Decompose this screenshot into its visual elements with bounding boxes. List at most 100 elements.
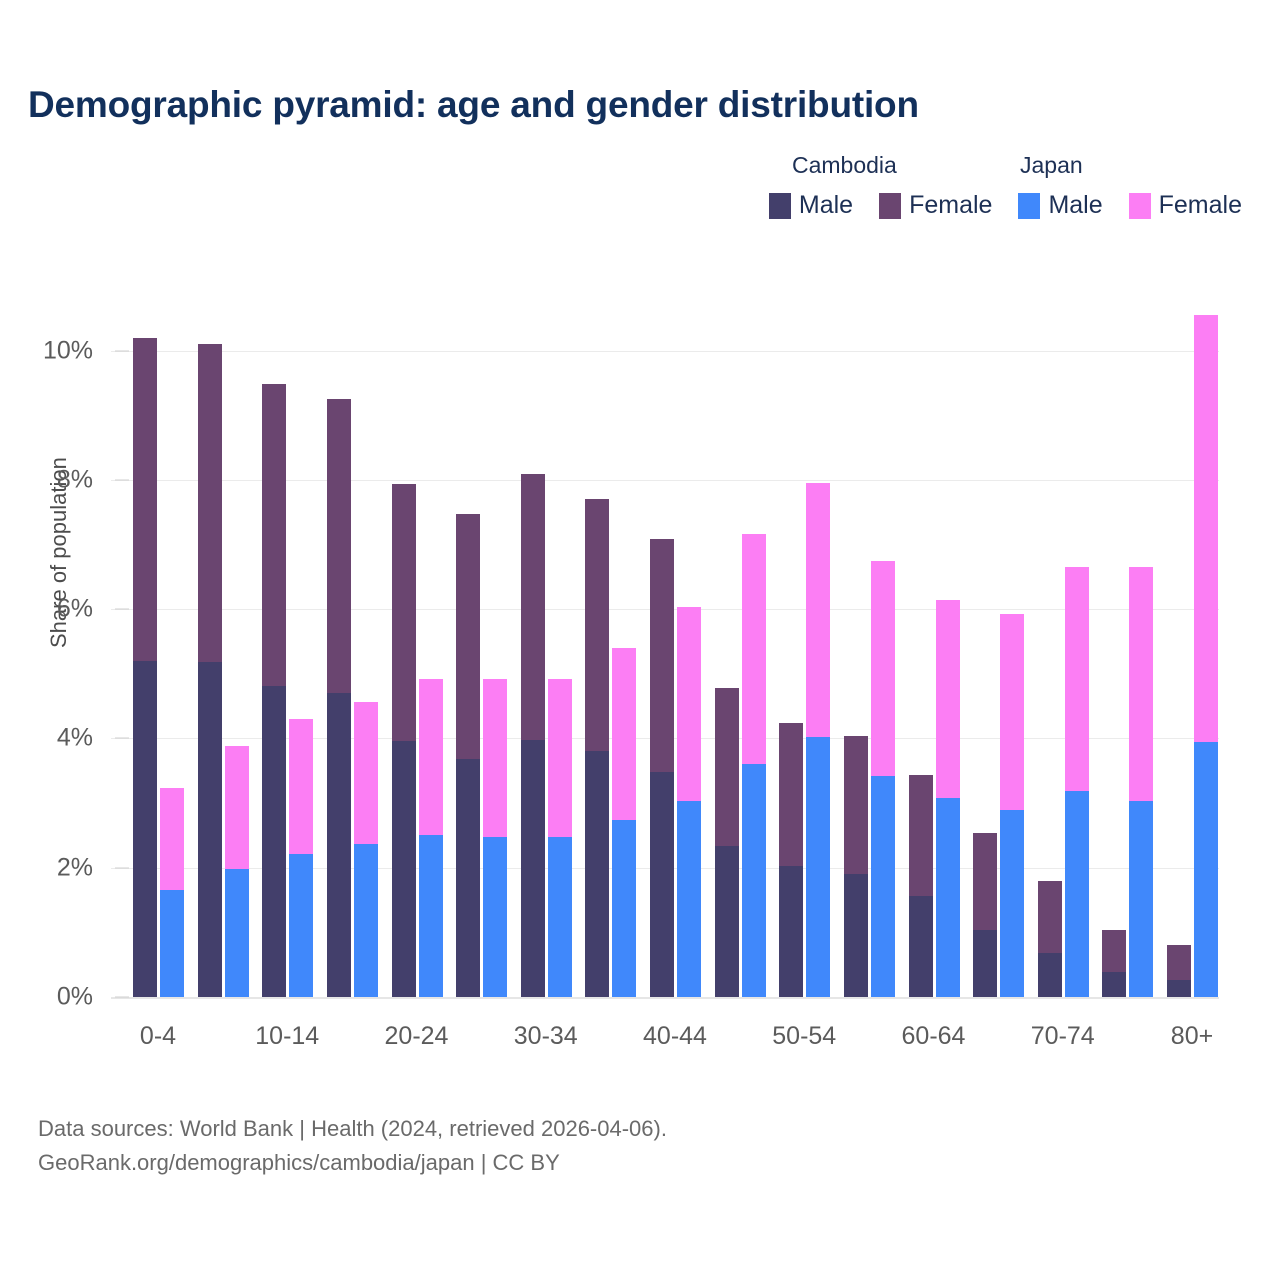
bar-japan-0-4[interactable] <box>160 787 184 997</box>
bar-cambodia-30-34[interactable] <box>520 473 545 997</box>
segment-japan-male-25-29[interactable] <box>483 836 508 997</box>
bar-japan-80+[interactable] <box>1194 314 1218 997</box>
segment-cambodia-male-30-34[interactable] <box>520 739 545 997</box>
segment-japan-female-65-69[interactable] <box>1000 614 1025 810</box>
segment-japan-female-10-14[interactable] <box>289 719 314 854</box>
bar-cambodia-20-24[interactable] <box>391 483 416 997</box>
segment-cambodia-female-75-79[interactable] <box>1102 929 1127 973</box>
segment-cambodia-male-40-44[interactable] <box>650 772 674 997</box>
segment-japan-male-10-14[interactable] <box>289 853 314 997</box>
segment-japan-female-45-49[interactable] <box>741 534 766 765</box>
bar-japan-60-64[interactable] <box>935 600 960 997</box>
segment-cambodia-male-45-49[interactable] <box>714 845 739 997</box>
segment-japan-female-50-54[interactable] <box>806 482 831 738</box>
segment-japan-male-5-9[interactable] <box>224 869 249 997</box>
segment-japan-female-40-44[interactable] <box>677 606 701 801</box>
segment-cambodia-female-25-29[interactable] <box>456 513 481 760</box>
segment-japan-male-45-49[interactable] <box>741 764 766 997</box>
bar-japan-50-54[interactable] <box>806 482 831 997</box>
bar-cambodia-25-29[interactable] <box>456 513 481 997</box>
bar-cambodia-80+[interactable] <box>1167 945 1191 997</box>
segment-japan-female-70-74[interactable] <box>1064 566 1089 792</box>
segment-cambodia-male-5-9[interactable] <box>197 662 222 997</box>
segment-cambodia-female-40-44[interactable] <box>650 539 674 773</box>
segment-japan-female-25-29[interactable] <box>483 679 508 837</box>
bar-cambodia-5-9[interactable] <box>197 344 222 997</box>
segment-japan-male-70-74[interactable] <box>1064 791 1089 997</box>
bar-japan-75-79[interactable] <box>1129 566 1154 997</box>
segment-japan-male-15-19[interactable] <box>353 844 378 997</box>
bar-japan-70-74[interactable] <box>1064 566 1089 997</box>
segment-cambodia-female-20-24[interactable] <box>391 483 416 742</box>
bar-japan-20-24[interactable] <box>418 679 443 997</box>
legend-item-cambodia-male[interactable]: Male <box>768 191 853 220</box>
segment-japan-female-30-34[interactable] <box>547 679 572 837</box>
segment-japan-female-55-59[interactable] <box>870 561 895 776</box>
bar-cambodia-0-4[interactable] <box>133 337 157 997</box>
segment-japan-male-40-44[interactable] <box>677 800 701 997</box>
bar-japan-25-29[interactable] <box>483 679 508 997</box>
bar-cambodia-15-19[interactable] <box>326 399 351 997</box>
segment-cambodia-male-75-79[interactable] <box>1102 972 1127 997</box>
bar-cambodia-60-64[interactable] <box>908 774 933 997</box>
segment-japan-female-15-19[interactable] <box>353 702 378 845</box>
bar-cambodia-35-39[interactable] <box>585 499 610 997</box>
segment-japan-female-60-64[interactable] <box>935 600 960 798</box>
legend-item-japan-male[interactable]: Male <box>1018 191 1103 220</box>
bar-japan-40-44[interactable] <box>677 606 701 997</box>
bar-japan-55-59[interactable] <box>870 561 895 997</box>
bar-japan-65-69[interactable] <box>1000 614 1025 997</box>
segment-cambodia-male-35-39[interactable] <box>585 751 610 997</box>
segment-japan-female-80+[interactable] <box>1194 314 1218 743</box>
segment-cambodia-male-20-24[interactable] <box>391 741 416 997</box>
legend-item-cambodia-female[interactable]: Female <box>879 191 992 220</box>
segment-japan-female-0-4[interactable] <box>160 787 184 890</box>
segment-cambodia-female-30-34[interactable] <box>520 473 545 740</box>
segment-cambodia-female-10-14[interactable] <box>262 384 287 686</box>
segment-cambodia-male-65-69[interactable] <box>973 929 998 997</box>
segment-japan-male-0-4[interactable] <box>160 889 184 997</box>
bar-japan-10-14[interactable] <box>289 719 314 997</box>
segment-cambodia-male-0-4[interactable] <box>133 660 157 997</box>
segment-cambodia-female-50-54[interactable] <box>779 722 804 867</box>
segment-japan-male-75-79[interactable] <box>1129 800 1154 997</box>
segment-japan-male-65-69[interactable] <box>1000 809 1025 997</box>
bar-japan-15-19[interactable] <box>353 702 378 997</box>
bar-japan-35-39[interactable] <box>612 648 637 997</box>
segment-japan-male-30-34[interactable] <box>547 836 572 997</box>
bar-japan-5-9[interactable] <box>224 746 249 997</box>
segment-cambodia-female-55-59[interactable] <box>843 735 868 875</box>
legend-item-japan-female[interactable]: Female <box>1128 191 1242 220</box>
bar-japan-45-49[interactable] <box>741 534 766 997</box>
segment-japan-male-80+[interactable] <box>1194 742 1218 997</box>
segment-cambodia-male-50-54[interactable] <box>779 866 804 997</box>
segment-cambodia-female-45-49[interactable] <box>714 688 739 846</box>
segment-cambodia-male-80+[interactable] <box>1167 980 1191 997</box>
segment-cambodia-male-55-59[interactable] <box>843 874 868 997</box>
segment-japan-female-75-79[interactable] <box>1129 566 1154 801</box>
bar-cambodia-55-59[interactable] <box>843 735 868 997</box>
bar-cambodia-65-69[interactable] <box>973 832 998 997</box>
segment-cambodia-female-0-4[interactable] <box>133 337 157 661</box>
segment-cambodia-male-25-29[interactable] <box>456 759 481 997</box>
segment-cambodia-female-15-19[interactable] <box>326 399 351 694</box>
segment-cambodia-male-10-14[interactable] <box>262 685 287 997</box>
segment-cambodia-female-5-9[interactable] <box>197 344 222 663</box>
segment-japan-female-35-39[interactable] <box>612 648 637 820</box>
segment-japan-female-20-24[interactable] <box>418 679 443 836</box>
segment-cambodia-male-70-74[interactable] <box>1037 953 1062 997</box>
bar-cambodia-50-54[interactable] <box>779 722 804 997</box>
segment-japan-male-20-24[interactable] <box>418 835 443 997</box>
segment-cambodia-female-60-64[interactable] <box>908 774 933 897</box>
bar-cambodia-70-74[interactable] <box>1037 880 1062 997</box>
segment-japan-male-50-54[interactable] <box>806 737 831 997</box>
segment-japan-male-60-64[interactable] <box>935 797 960 997</box>
bar-cambodia-45-49[interactable] <box>714 688 739 997</box>
bar-japan-30-34[interactable] <box>547 679 572 997</box>
bar-cambodia-40-44[interactable] <box>650 539 674 997</box>
segment-cambodia-male-60-64[interactable] <box>908 896 933 997</box>
segment-cambodia-female-35-39[interactable] <box>585 499 610 752</box>
segment-cambodia-female-80+[interactable] <box>1167 945 1191 981</box>
bar-cambodia-75-79[interactable] <box>1102 929 1127 997</box>
segment-japan-male-35-39[interactable] <box>612 819 637 997</box>
